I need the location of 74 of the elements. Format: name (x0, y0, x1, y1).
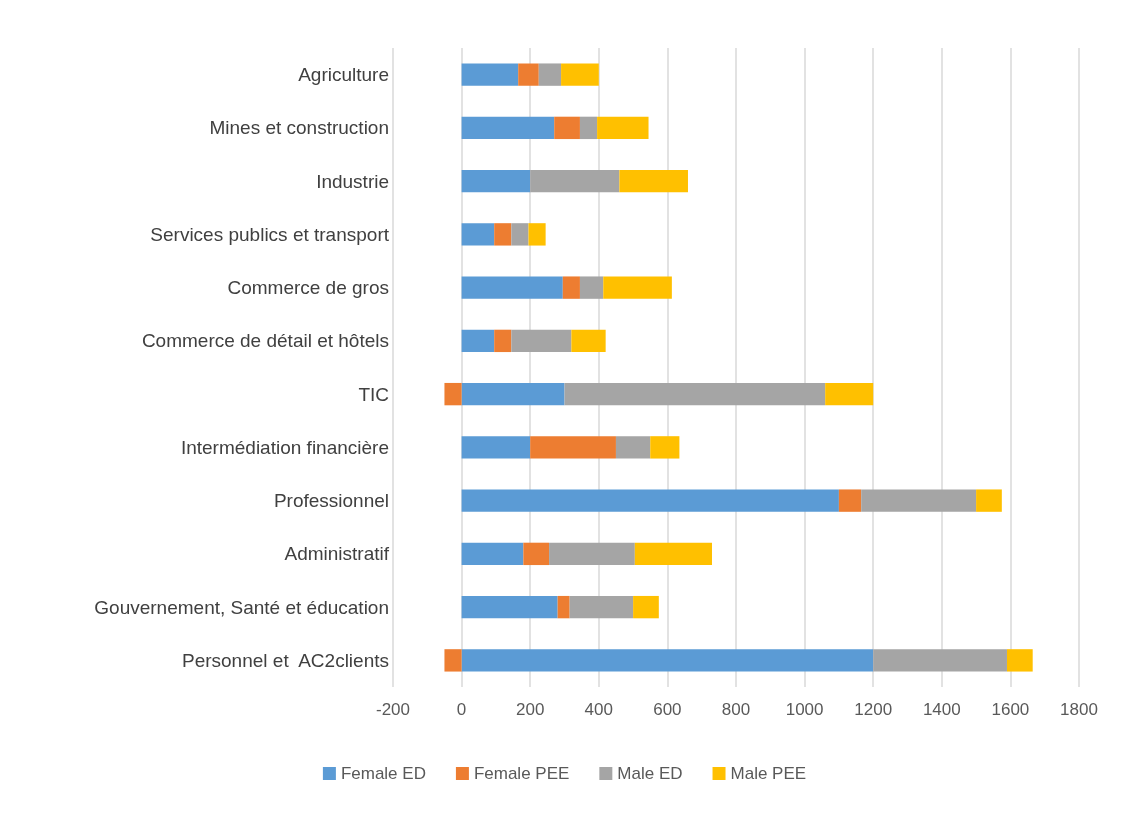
bar (511, 223, 529, 246)
bar (633, 595, 659, 619)
bar (838, 489, 862, 512)
bar (1006, 649, 1033, 672)
bar (461, 223, 495, 246)
y-tick-label: Mines et construction (209, 117, 389, 139)
bar (557, 595, 570, 619)
legend-label: Female ED (340, 764, 426, 783)
x-tick-label: 600 (653, 700, 682, 719)
x-tick-label: 0 (456, 700, 467, 719)
bar (579, 276, 604, 299)
x-tick-label: -200 (375, 700, 411, 719)
bar (461, 489, 839, 512)
x-tick-label: 1600 (991, 700, 1030, 719)
bar (549, 542, 635, 566)
bar (528, 223, 546, 246)
y-tick-label: Gouvernement, Santé et éducation (94, 596, 389, 618)
bar (461, 116, 555, 140)
bar (619, 169, 688, 193)
bar (564, 382, 826, 406)
x-tick-label: 800 (721, 700, 751, 719)
bar (571, 329, 606, 353)
bar (530, 169, 620, 193)
bar (494, 329, 512, 353)
bar (530, 436, 616, 459)
bar (518, 63, 539, 86)
bar (650, 436, 680, 459)
bar (461, 169, 531, 193)
bar (461, 436, 531, 459)
x-tick-label: 1800 (1060, 700, 1098, 719)
y-tick-label: Industrie (316, 170, 389, 192)
bar (461, 595, 558, 619)
bar (523, 542, 550, 566)
y-tick-label: Personnel et AC2clients (181, 649, 389, 671)
bar (976, 489, 1002, 512)
bar (554, 116, 580, 140)
legend-label: Male ED (617, 764, 683, 783)
bar (444, 382, 462, 406)
bar (634, 542, 712, 566)
x-tick-label: 1200 (854, 700, 893, 719)
bar (444, 649, 462, 672)
bar (579, 116, 598, 140)
bar (861, 489, 977, 512)
legend-label: Male PEE (730, 764, 807, 783)
bar (461, 63, 519, 86)
y-tick-label: TIC (358, 383, 389, 405)
bar (562, 276, 580, 299)
y-tick-label: Commerce de gros (227, 277, 389, 299)
x-tick-label: 400 (584, 700, 613, 719)
x-tick-label: 1400 (922, 700, 961, 719)
bar (615, 436, 651, 459)
bar (461, 276, 563, 299)
y-tick-label: Services publics et transport (150, 223, 390, 245)
y-tick-label: Intermédiation financière (180, 436, 389, 458)
bar (538, 63, 562, 86)
y-tick-label: Professionnel (273, 490, 389, 512)
x-tick-label: 200 (516, 700, 545, 719)
bar (603, 276, 672, 299)
bar (561, 63, 599, 86)
bar (511, 329, 572, 353)
bar (461, 329, 495, 353)
bar (461, 542, 524, 566)
x-tick-label: 1000 (785, 700, 824, 719)
bar (461, 382, 565, 406)
y-tick-label: Administratif (284, 543, 390, 565)
bar (873, 649, 1007, 672)
y-tick-label: Agriculture (298, 64, 389, 86)
bar (461, 649, 874, 672)
legend-label: Female PEE (473, 764, 570, 783)
bar (597, 116, 649, 140)
y-tick-label: Commerce de détail et hôtels (141, 330, 389, 352)
bar (825, 382, 874, 406)
bar (494, 223, 512, 246)
bar (569, 595, 634, 619)
